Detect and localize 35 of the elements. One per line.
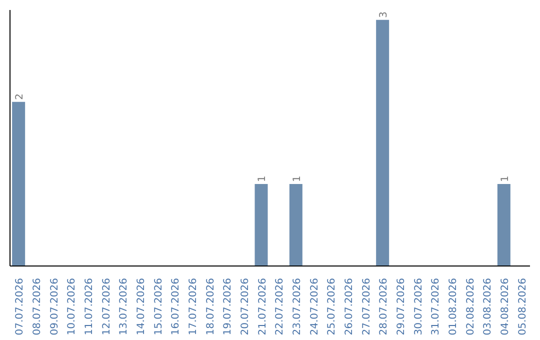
x-tick-label: 01.08.2026 — [448, 278, 459, 336]
x-tick-label: 29.07.2026 — [396, 278, 407, 336]
x-tick-label: 20.07.2026 — [240, 278, 251, 336]
x-tick-label: 12.07.2026 — [101, 278, 112, 336]
x-tick-label: 24.07.2026 — [309, 278, 320, 336]
x-tick-label: 21.07.2026 — [257, 278, 268, 336]
x-tick-label: 09.07.2026 — [49, 278, 60, 336]
x-tick-label: 30.07.2026 — [413, 278, 424, 336]
x-tick-label: 31.07.2026 — [430, 278, 442, 336]
data-label: 3 — [378, 11, 390, 18]
x-tick-label: 03.08.2026 — [482, 278, 494, 336]
x-tick-label: 28.07.2026 — [378, 278, 390, 336]
x-tick-label: 18.07.2026 — [205, 278, 216, 336]
x-tick-label: 07.07.2026 — [14, 278, 26, 336]
data-label: 1 — [292, 176, 303, 182]
x-tick-label: 15.07.2026 — [153, 278, 164, 336]
x-tick-label: 02.08.2026 — [465, 278, 476, 336]
x-tick-label: 19.07.2026 — [222, 278, 234, 336]
x-tick-label: 10.07.2026 — [66, 278, 78, 336]
x-tick-label: 11.07.2026 — [84, 278, 95, 336]
data-label: 2 — [14, 94, 26, 100]
x-tick-label: 13.07.2026 — [118, 278, 130, 336]
data-label: 1 — [257, 176, 268, 182]
x-tick-label: 05.08.2026 — [517, 278, 528, 336]
x-tick-label: 08.07.2026 — [32, 278, 43, 336]
x-tick-label: 16.07.2026 — [170, 278, 182, 336]
x-tick-label: 17.07.2026 — [188, 278, 199, 336]
x-tick-label: 04.08.2026 — [500, 278, 511, 336]
x-tick-label: 14.07.2026 — [136, 278, 147, 336]
data-label: 1 — [500, 176, 511, 182]
x-tick-label: 25.07.2026 — [326, 278, 338, 336]
x-tick-label: 26.07.2026 — [344, 278, 355, 336]
x-tick-label: 23.07.2026 — [292, 278, 303, 336]
x-tick-label: 22.07.2026 — [274, 278, 286, 336]
x-tick-label: 27.07.2026 — [361, 278, 372, 336]
